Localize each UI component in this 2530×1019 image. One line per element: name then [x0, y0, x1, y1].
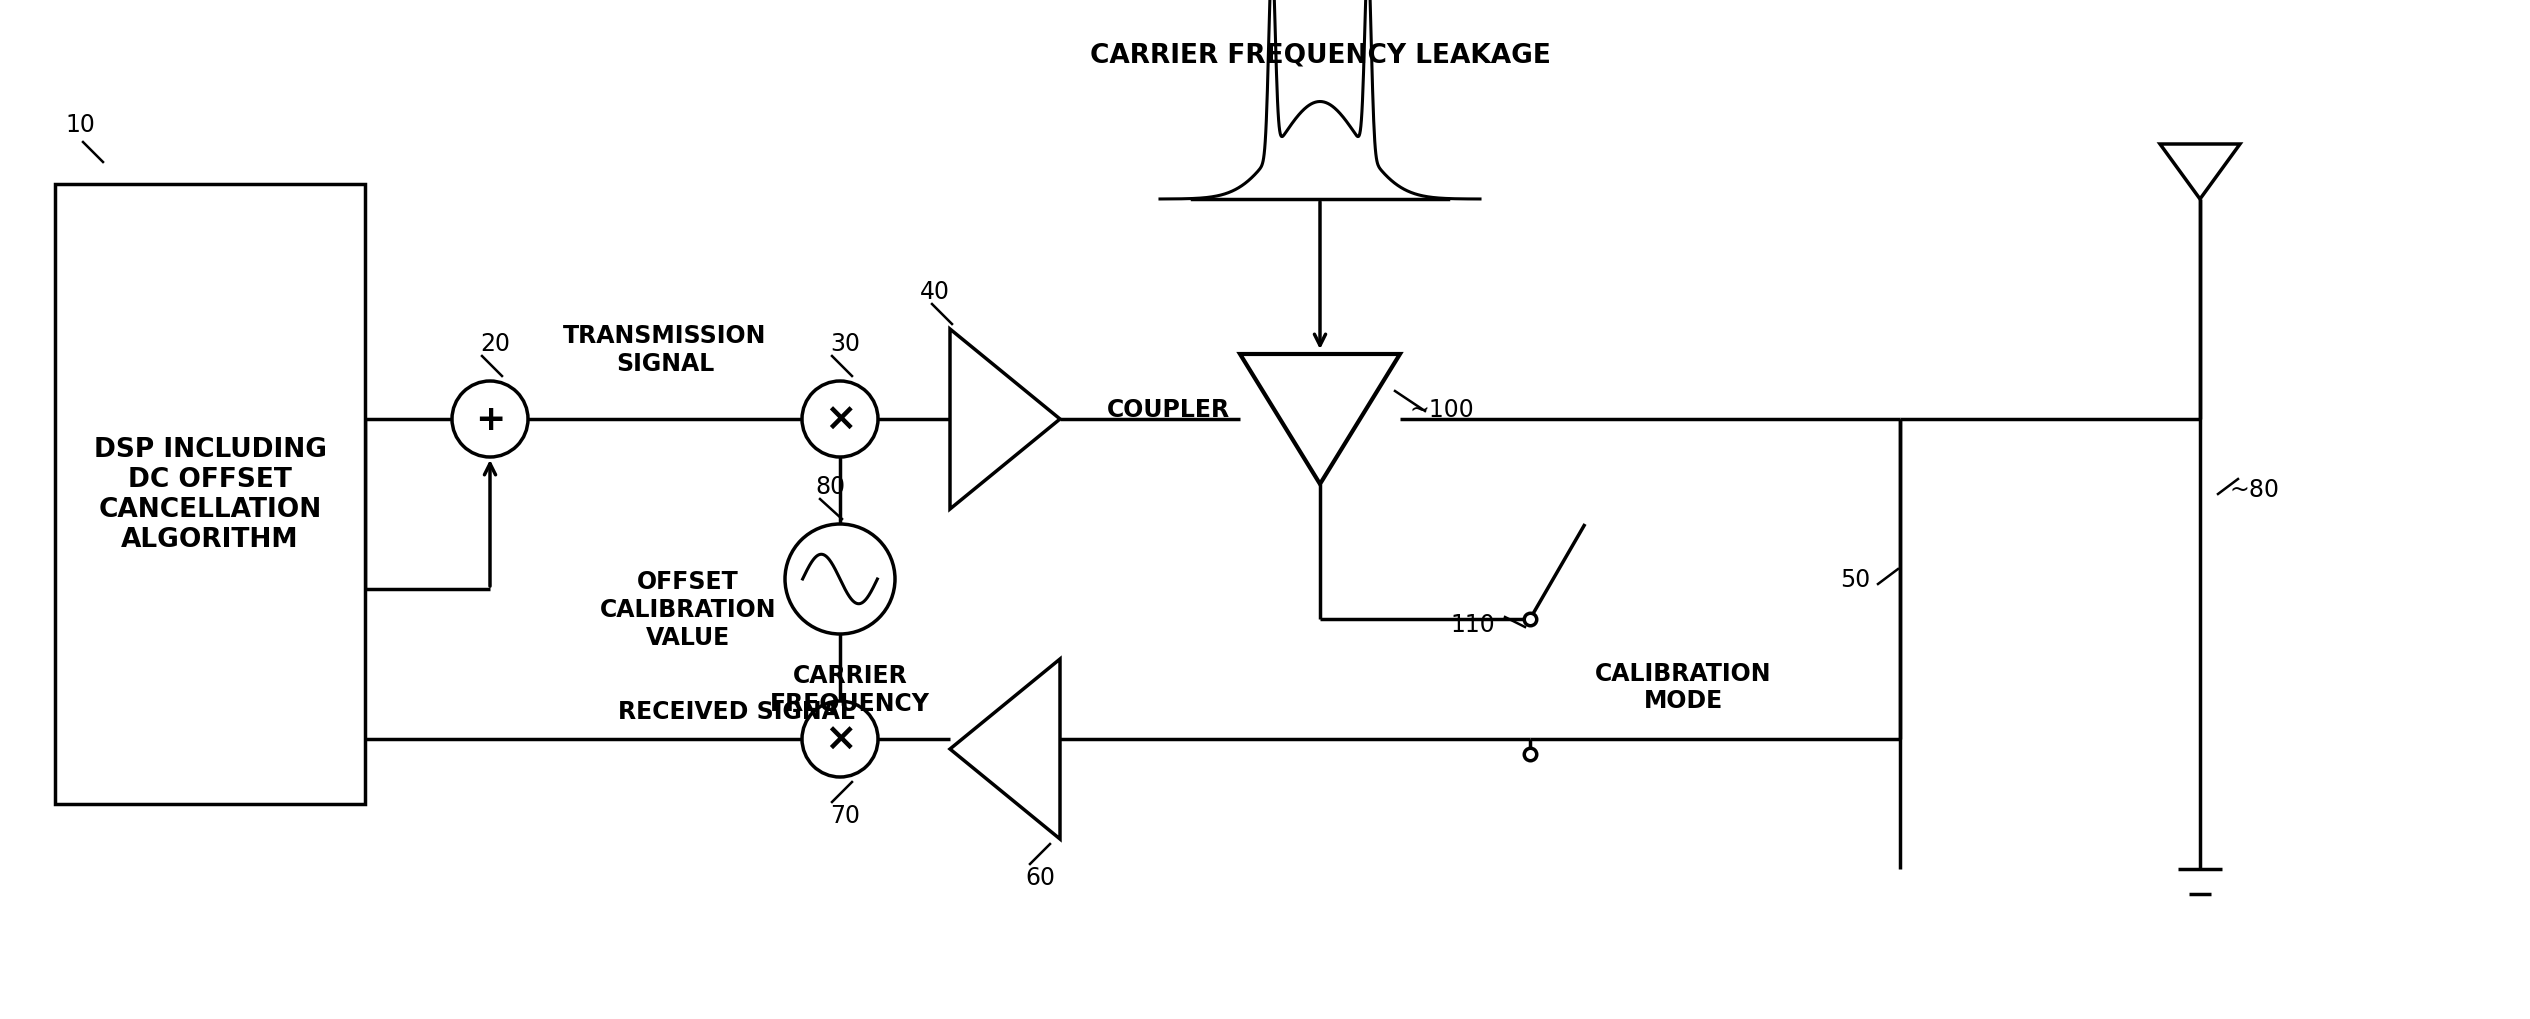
Text: 20: 20 — [481, 331, 511, 356]
Text: ~100: ~100 — [1409, 397, 1475, 422]
Text: ×: × — [825, 400, 855, 438]
Text: RECEIVED SIGNAL: RECEIVED SIGNAL — [617, 699, 855, 723]
Text: 80: 80 — [815, 475, 845, 498]
Text: 110: 110 — [1450, 612, 1495, 637]
Text: COUPLER: COUPLER — [1108, 397, 1230, 422]
Text: 30: 30 — [830, 331, 860, 356]
Text: CARRIER
FREQUENCY: CARRIER FREQUENCY — [769, 663, 931, 715]
Text: ×: × — [825, 720, 855, 758]
Text: OFFSET
CALIBRATION
VALUE: OFFSET CALIBRATION VALUE — [600, 570, 777, 649]
Text: 40: 40 — [921, 280, 949, 304]
Text: DSP INCLUDING
DC OFFSET
CANCELLATION
ALGORITHM: DSP INCLUDING DC OFFSET CANCELLATION ALG… — [94, 436, 326, 552]
Text: CARRIER FREQUENCY LEAKAGE: CARRIER FREQUENCY LEAKAGE — [1090, 42, 1551, 68]
Text: 70: 70 — [830, 803, 860, 827]
Bar — [56, 184, 364, 804]
Text: 50: 50 — [1839, 568, 1870, 591]
Text: TRANSMISSION
SIGNAL: TRANSMISSION SIGNAL — [564, 324, 767, 376]
Text: 60: 60 — [1025, 865, 1055, 890]
Text: +: + — [476, 403, 506, 436]
Text: 10: 10 — [66, 113, 96, 137]
Text: CALIBRATION
MODE: CALIBRATION MODE — [1594, 661, 1771, 712]
Text: ~80: ~80 — [2229, 478, 2280, 501]
